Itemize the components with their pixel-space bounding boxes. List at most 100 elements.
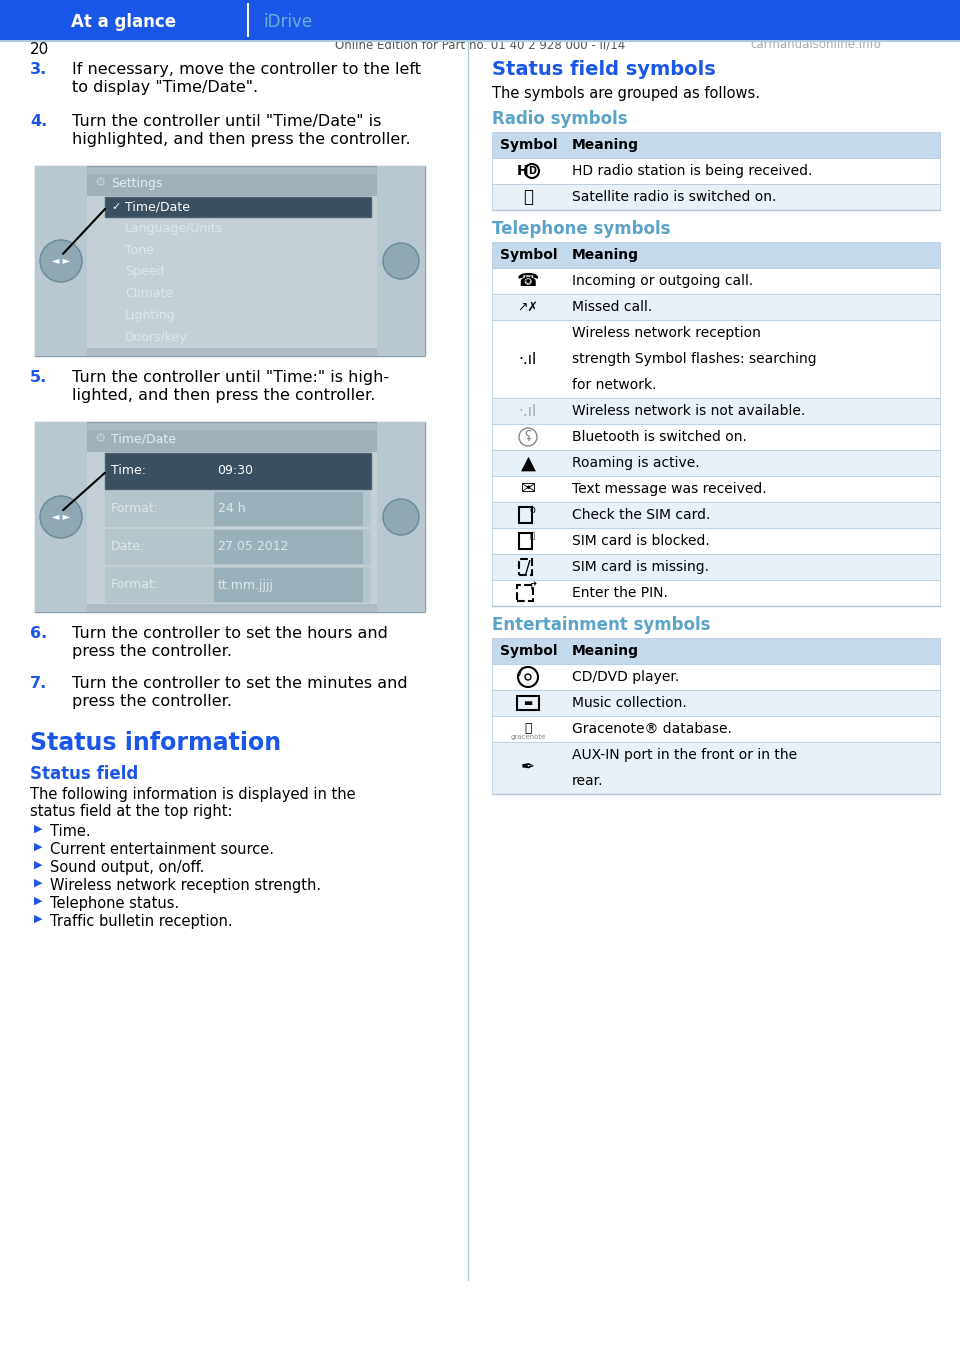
Text: Meaning: Meaning [572,138,639,153]
Bar [492,158,940,184]
Text: Gracenote® database.: Gracenote® database. [572,722,732,735]
Bar [492,398,940,424]
Text: ⚙: ⚙ [95,176,107,189]
Circle shape [40,496,82,538]
Bar [492,475,940,503]
Text: Wireless network is not available.: Wireless network is not available. [572,405,805,418]
Text: Symbol: Symbol [500,644,558,658]
Text: Lighting: Lighting [125,309,176,321]
Text: Status field symbols: Status field symbols [492,60,716,79]
Text: to display "Time/Date".: to display "Time/Date". [72,80,258,95]
Text: 🐾: 🐾 [523,188,533,206]
Bar [492,294,940,320]
Text: Radio symbols: Radio symbols [492,110,628,128]
Text: 6.: 6. [30,627,47,642]
Text: Telephone symbols: Telephone symbols [492,221,670,238]
Text: 5.: 5. [30,370,47,385]
Circle shape [40,240,82,282]
Bar [492,528,940,554]
Text: 🔒: 🔒 [530,531,535,541]
Bar [87,174,377,349]
Bar [492,742,940,794]
Text: Turn the controller until "Time:" is high-: Turn the controller until "Time:" is hig… [72,370,389,385]
Text: strength Symbol flashes: searching: strength Symbol flashes: searching [572,351,817,366]
Bar [213,568,363,602]
Bar [105,454,371,489]
Bar [105,528,371,565]
Bar [492,424,940,449]
Text: ✉: ✉ [520,479,536,498]
Text: o: o [529,505,535,515]
Text: Current entertainment source.: Current entertainment source. [50,842,274,857]
Text: ◄ ►: ◄ ► [52,256,70,266]
Text: Missed call.: Missed call. [572,300,652,315]
Bar [492,184,940,210]
Text: If necessary, move the controller to the left: If necessary, move the controller to the… [72,63,421,78]
Text: rear.: rear. [572,774,604,789]
Bar [492,242,940,268]
Text: ▶: ▶ [34,824,42,834]
Text: Status information: Status information [30,731,281,755]
Bar [35,166,87,355]
Text: press the controller.: press the controller. [72,644,232,659]
Text: Satellite radio is switched on.: Satellite radio is switched on. [572,191,777,204]
Text: Meaning: Meaning [572,248,639,262]
Bar [105,567,371,603]
Text: SIM card is missing.: SIM card is missing. [572,560,709,573]
Bar [87,174,377,196]
Text: Time.: Time. [50,824,90,839]
Text: ✓: ✓ [111,202,120,212]
Text: Doors/key: Doors/key [125,331,187,343]
Text: Bluetooth is switched on.: Bluetooth is switched on. [572,430,747,444]
Bar [519,533,532,549]
Text: Sound output, on/off.: Sound output, on/off. [50,859,204,874]
Text: ↗✗: ↗✗ [517,301,539,313]
Text: 27.05.2012: 27.05.2012 [218,541,289,553]
Bar [105,197,371,217]
Text: Online Edition for Part no. 01 40 2 928 000 - II/14: Online Edition for Part no. 01 40 2 928 … [335,38,625,50]
Text: ▲: ▲ [520,454,536,473]
Text: iDrive: iDrive [263,14,312,31]
Bar [377,166,425,355]
Text: The following information is displayed in the: The following information is displayed i… [30,787,355,802]
Text: ⚙: ⚙ [95,432,107,445]
Bar [492,132,940,158]
Text: ▬: ▬ [523,697,533,708]
Text: 🎵: 🎵 [524,722,532,735]
Text: Enter the PIN.: Enter the PIN. [572,586,668,601]
Text: ▶: ▶ [34,842,42,853]
Text: SIM card is blocked.: SIM card is blocked. [572,534,709,548]
Bar [492,637,940,665]
Text: Turn the controller until "Time/Date" is: Turn the controller until "Time/Date" is [72,114,381,129]
Text: Entertainment symbols: Entertainment symbols [492,616,710,633]
Text: ↱: ↱ [528,582,538,592]
Text: Tone: Tone [125,244,154,257]
Text: Text message was received.: Text message was received. [572,482,767,496]
Text: H: H [516,163,528,178]
Text: Traffic bulletin reception.: Traffic bulletin reception. [50,914,232,929]
Text: ·.ıl: ·.ıl [518,351,538,366]
Bar [517,696,539,710]
Bar [492,580,940,606]
Text: Roaming is active.: Roaming is active. [572,456,700,470]
Bar [492,449,940,475]
Bar [492,716,940,742]
Text: carmanualsonline.info: carmanualsonline.info [750,38,881,50]
Text: Wireless network reception: Wireless network reception [572,326,761,340]
Text: HD radio station is being received.: HD radio station is being received. [572,163,812,178]
Text: Time/Date: Time/Date [125,200,190,214]
Text: 09:30: 09:30 [218,464,253,478]
Bar [517,586,533,601]
Text: 4.: 4. [30,114,47,129]
Bar [492,320,940,398]
Bar [213,492,363,526]
Text: highlighted, and then press the controller.: highlighted, and then press the controll… [72,132,411,147]
Text: 3.: 3. [30,63,47,78]
Text: D: D [528,166,536,176]
Text: 24 h: 24 h [218,503,245,515]
Text: Check the SIM card.: Check the SIM card. [572,508,710,522]
Bar [0,0,960,39]
Text: Wireless network reception strength.: Wireless network reception strength. [50,878,322,893]
Text: lighted, and then press the controller.: lighted, and then press the controller. [72,388,375,403]
Text: status field at the top right:: status field at the top right: [30,804,232,819]
